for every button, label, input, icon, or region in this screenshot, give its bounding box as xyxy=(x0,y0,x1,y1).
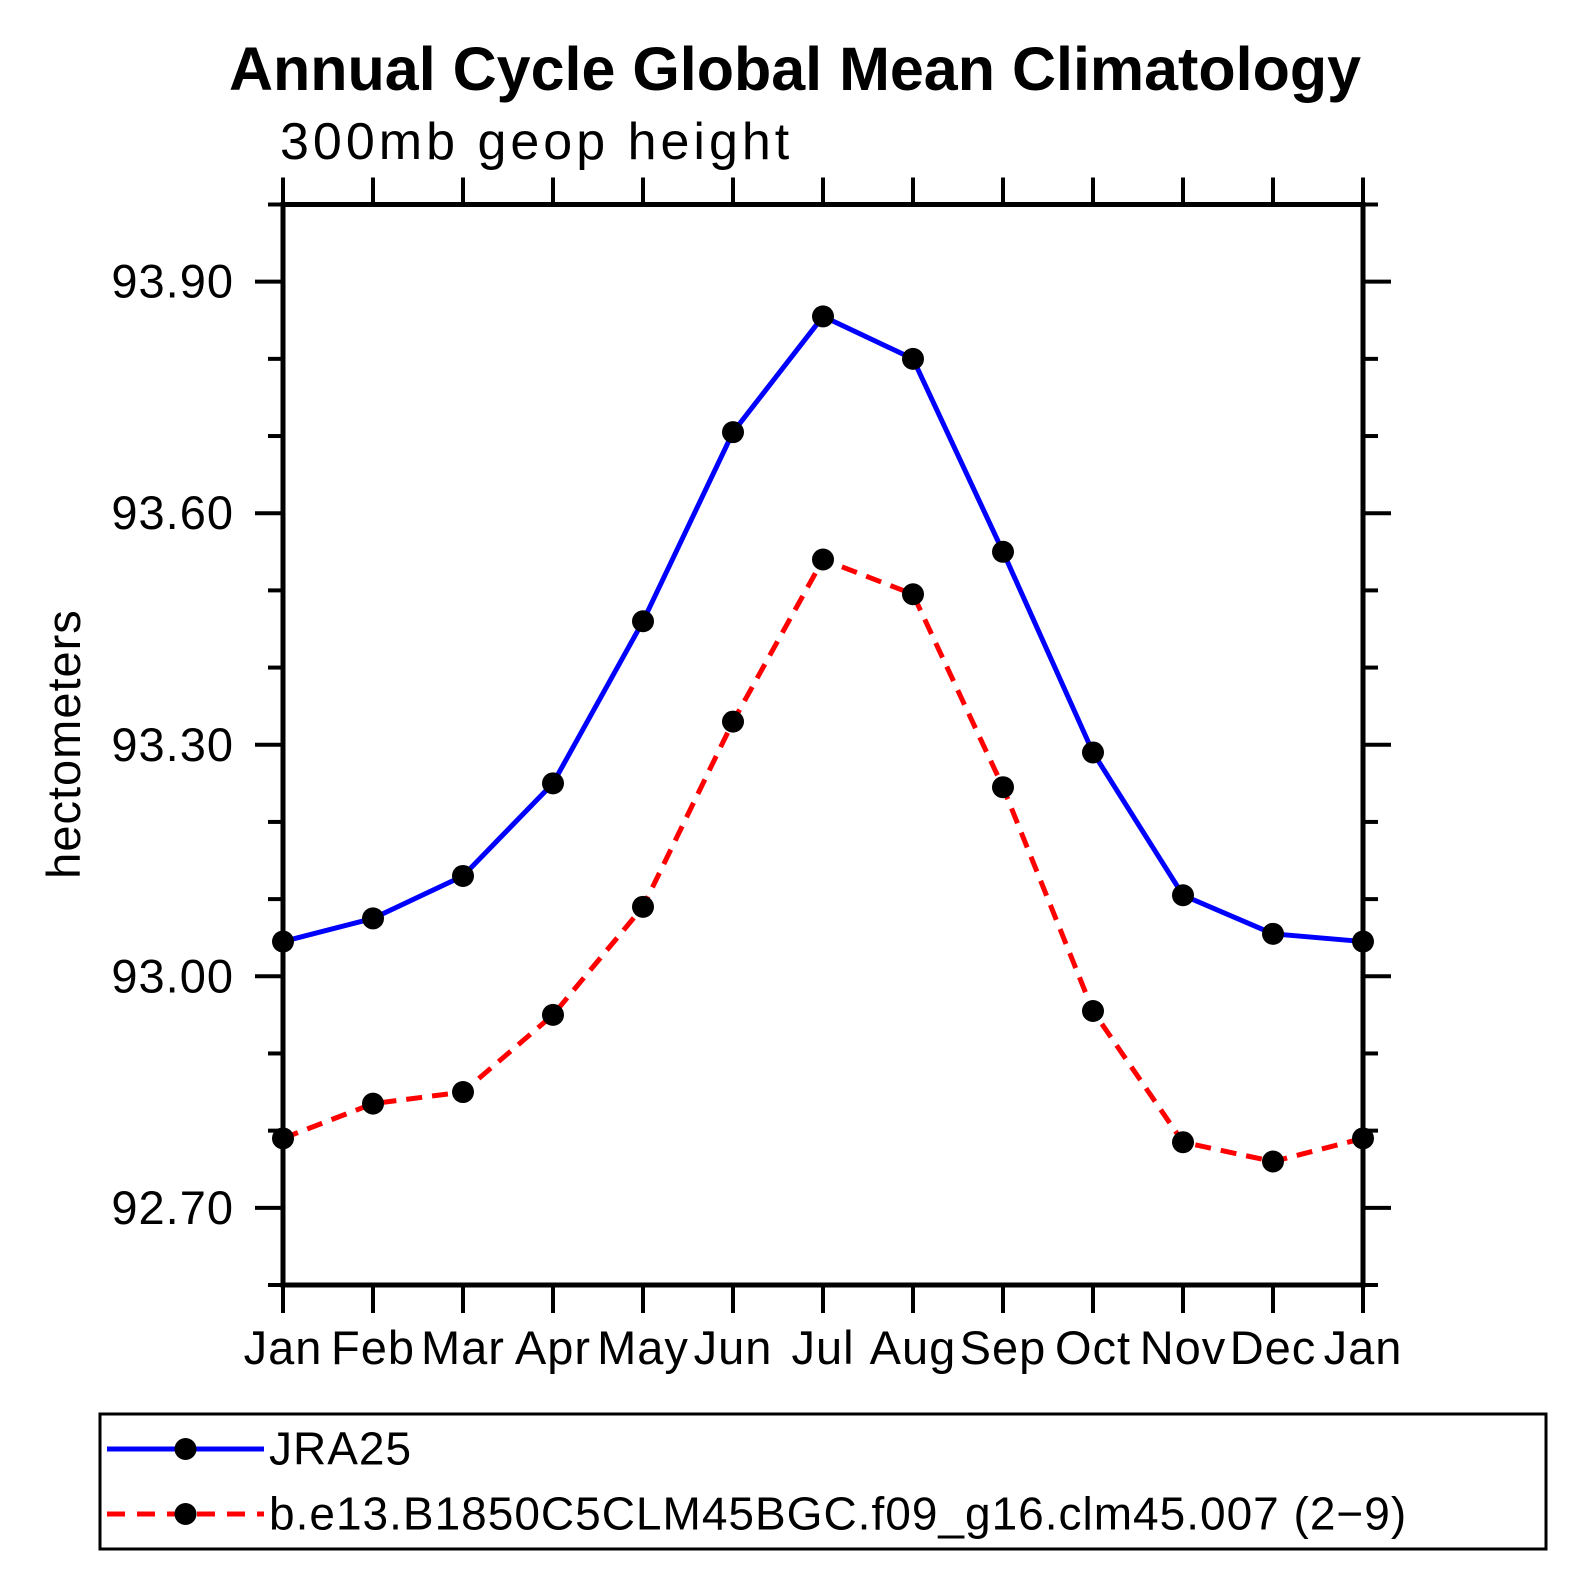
plot-frame-group xyxy=(280,202,1366,1288)
data-point-marker xyxy=(812,548,834,571)
legend-marker-dot xyxy=(174,1503,197,1525)
data-point-marker xyxy=(542,772,564,795)
data-point-marker xyxy=(902,583,924,606)
x-tick-label: Dec xyxy=(1230,1321,1317,1374)
x-tick-label: Sep xyxy=(960,1321,1047,1374)
series-line-b-e13-b1850c5clm45bgc-f09-g16-clm45-007-2-9- xyxy=(282,556,1364,1165)
data-point-marker xyxy=(452,1081,474,1104)
legend-entry-jra25: JRA25 xyxy=(107,1423,412,1475)
data-point-marker xyxy=(1262,922,1284,945)
y-tick-label: 93.90 xyxy=(111,255,234,308)
y-axis-label: hectometers xyxy=(37,609,90,879)
x-tick-label: Nov xyxy=(1140,1321,1227,1374)
data-point-marker xyxy=(902,347,924,370)
data-point-marker xyxy=(362,907,384,930)
data-point-marker xyxy=(1082,741,1104,764)
x-tick-label: Oct xyxy=(1055,1321,1131,1374)
legend-label-jra25: JRA25 xyxy=(269,1423,412,1475)
series-line-jra25 xyxy=(282,313,1364,945)
data-point-marker xyxy=(1082,1000,1104,1023)
x-tick-label: May xyxy=(597,1321,689,1374)
data-point-marker xyxy=(362,1092,384,1115)
x-tick-label: Apr xyxy=(515,1321,591,1374)
data-point-marker xyxy=(632,895,654,918)
x-tick-label: Jun xyxy=(694,1321,773,1374)
data-point-marker xyxy=(1262,1150,1284,1173)
data-point-marker xyxy=(1172,1131,1194,1154)
data-point-marker xyxy=(722,421,744,444)
data-point-marker xyxy=(272,930,294,953)
data-point-marker xyxy=(992,776,1014,799)
data-point-marker xyxy=(542,1003,564,1026)
legend: JRA25 b.e13.B1850C5CLM45BGC.f09_g16.clm4… xyxy=(98,1412,1548,1551)
plot-frame xyxy=(280,202,1366,1288)
x-tick-label: Jan xyxy=(244,1321,323,1374)
x-tick-label: Aug xyxy=(870,1321,957,1374)
x-tick-label: Mar xyxy=(421,1321,505,1374)
x-tick-label: Feb xyxy=(331,1321,415,1374)
chart-title: Annual Cycle Global Mean Climatology xyxy=(229,35,1361,103)
data-point-marker xyxy=(272,1127,294,1150)
chart-subtitle: 300mb geop height xyxy=(280,113,793,171)
legend-marker-dot xyxy=(174,1438,197,1460)
y-tick-label: 92.70 xyxy=(111,1181,234,1234)
data-point-marker xyxy=(992,540,1014,563)
legend-entry-model: b.e13.B1850C5CLM45BGC.f09_g16.clm45.007 … xyxy=(107,1488,1407,1540)
data-point-marker xyxy=(632,610,654,633)
y-tick-label: 93.30 xyxy=(111,718,234,771)
data-point-marker xyxy=(722,710,744,733)
y-tick-label: 93.60 xyxy=(111,486,234,539)
data-series-group xyxy=(272,305,1374,1173)
x-tick-label: Jan xyxy=(1324,1321,1403,1374)
y-tick-label: 93.00 xyxy=(111,949,234,1002)
legend-box xyxy=(98,1412,1548,1551)
data-point-marker xyxy=(1352,1127,1374,1150)
data-point-marker xyxy=(1172,884,1194,907)
data-point-marker xyxy=(1352,930,1374,953)
data-point-marker xyxy=(452,864,474,887)
data-point-marker xyxy=(812,305,834,328)
legend-label-model: b.e13.B1850C5CLM45BGC.f09_g16.clm45.007 … xyxy=(269,1488,1407,1540)
x-tick-label: Jul xyxy=(791,1321,854,1374)
